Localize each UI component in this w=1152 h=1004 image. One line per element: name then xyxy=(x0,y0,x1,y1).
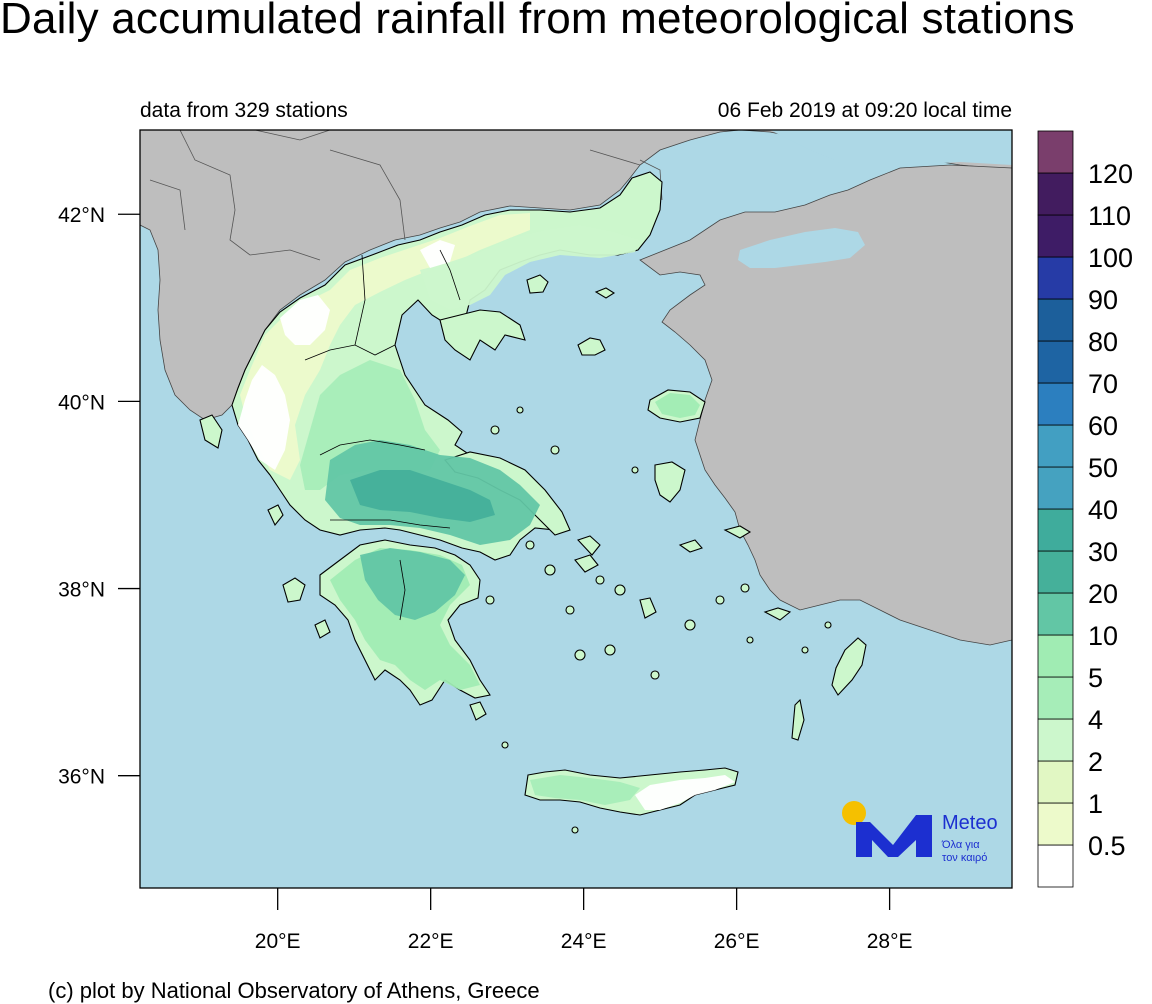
legend-label: 10 xyxy=(1088,621,1118,651)
skyros-island xyxy=(577,535,601,556)
page-title: Daily accumulated rainfall from meteorol… xyxy=(0,0,1075,43)
legend-label: 30 xyxy=(1088,537,1118,567)
thasos-island xyxy=(526,274,549,294)
legend-label: 90 xyxy=(1088,285,1118,315)
lat-tick-label: 36°N xyxy=(58,766,105,789)
longitude-axis: 20°E 22°E 24°E 26°E 28°E xyxy=(255,888,913,953)
rain-zone-lesvos xyxy=(655,393,700,418)
legend-label: 50 xyxy=(1088,453,1118,483)
lon-tick-label: 24°E xyxy=(561,930,607,953)
legend-label: 1 xyxy=(1088,789,1103,819)
logo-tagline-2: τον καιρό xyxy=(942,852,987,864)
legend-swatch xyxy=(1037,424,1074,468)
kythira-island xyxy=(469,701,487,721)
legend-label: 5 xyxy=(1088,663,1103,693)
legend-swatch xyxy=(1037,592,1074,636)
limnos-island xyxy=(577,337,606,356)
small-islands xyxy=(485,406,832,834)
naxos-island xyxy=(639,597,657,619)
logo-name: Meteo xyxy=(942,812,998,834)
legend-swatch xyxy=(1037,340,1074,384)
andros-island xyxy=(574,554,599,573)
legend-swatch xyxy=(1037,718,1074,762)
legend-swatch xyxy=(1037,550,1074,594)
rainfall-shading xyxy=(238,213,735,810)
rain-zone-20 xyxy=(350,470,495,522)
lon-tick-label: 26°E xyxy=(714,930,760,953)
legend-label: 60 xyxy=(1088,411,1118,441)
lon-tick-label: 22°E xyxy=(408,930,454,953)
credits: (c) plot by National Observatory of Athe… xyxy=(48,978,540,1003)
rain-zone-dry-epirus xyxy=(238,365,290,470)
kefalonia-island xyxy=(282,577,306,603)
lat-tick-label: 42°N xyxy=(58,204,105,227)
logo-tagline-1: Όλα για xyxy=(941,839,980,851)
meteo-m-mark xyxy=(856,815,932,857)
rain-zone-pelop-20 xyxy=(360,548,465,620)
legend-swatch xyxy=(1037,130,1074,174)
sun-icon xyxy=(842,801,866,825)
legend-swatch xyxy=(1037,172,1074,216)
legend-label: 0.5 xyxy=(1088,831,1126,861)
legend-swatch xyxy=(1037,298,1074,342)
samos-island xyxy=(723,525,752,539)
black-sea xyxy=(770,130,1012,180)
legend-swatch xyxy=(1037,214,1074,258)
chios-island xyxy=(654,461,686,503)
legend-label: 100 xyxy=(1088,243,1133,273)
sea-of-marmara xyxy=(738,228,865,268)
legend-swatch xyxy=(1037,382,1074,426)
legend-label: 110 xyxy=(1088,201,1131,231)
turkey-land xyxy=(639,164,1012,646)
ikaria-island xyxy=(678,539,703,553)
lat-tick-label: 40°N xyxy=(58,391,105,414)
balkan-land xyxy=(140,130,1012,421)
rain-zone-crete xyxy=(530,775,640,805)
map-area: Meteo Όλα για τον καιρό xyxy=(140,130,1012,888)
legend-label: 70 xyxy=(1088,369,1118,399)
legend-label: 20 xyxy=(1088,579,1118,609)
corfu-island xyxy=(199,414,223,449)
legend-swatch xyxy=(1037,676,1074,720)
legend-swatch xyxy=(1037,508,1074,552)
rhodes-island xyxy=(831,637,867,696)
legend-swatch xyxy=(1037,760,1074,804)
legend-swatch xyxy=(1037,844,1074,888)
legend-label: 120 xyxy=(1088,159,1133,189)
legend-label: 40 xyxy=(1088,495,1118,525)
legend-label: 4 xyxy=(1088,705,1103,735)
meteo-logo: Meteo Όλα για τον καιρό xyxy=(842,801,998,864)
karpathos-island xyxy=(791,698,805,741)
color-legend: 0.5 1 2 4 5 10 20 30 40 50 60 70 80 90 100 110 120 xyxy=(1037,130,1133,888)
rain-zone-dry-top xyxy=(420,240,455,268)
lefkada-island xyxy=(267,504,284,527)
kos-island xyxy=(763,607,792,621)
legend-label: 80 xyxy=(1088,327,1118,357)
latitude-axis: 42°N 40°N 38°N 36°N xyxy=(58,204,140,789)
rain-zone-dry-north xyxy=(280,295,330,345)
lat-tick-label: 38°N xyxy=(58,579,105,602)
chalkidiki xyxy=(439,309,526,361)
samothraki-island xyxy=(594,287,616,299)
map-frame xyxy=(139,129,1013,889)
legend-swatch xyxy=(1037,634,1074,678)
timestamp: 06 Feb 2019 at 09:20 local time xyxy=(717,99,1012,122)
legend-swatch xyxy=(1037,256,1074,300)
zakynthos-island xyxy=(314,619,331,639)
rain-zone-crete-dry xyxy=(635,775,735,810)
lon-tick-label: 20°E xyxy=(255,930,301,953)
legend-swatch xyxy=(1037,466,1074,510)
rain-zone-2-4 xyxy=(420,225,640,310)
lon-tick-label: 28°E xyxy=(867,930,913,953)
legend-swatch xyxy=(1037,802,1074,846)
greek-regional-borders xyxy=(304,249,461,621)
station-count: data from 329 stations xyxy=(140,99,348,122)
legend-label: 2 xyxy=(1088,747,1103,777)
